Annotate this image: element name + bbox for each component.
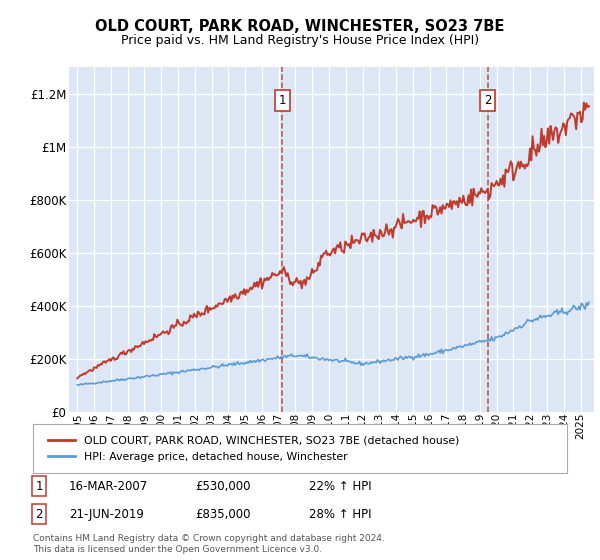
Legend: OLD COURT, PARK ROAD, WINCHESTER, SO23 7BE (detached house), HPI: Average price,: OLD COURT, PARK ROAD, WINCHESTER, SO23 7…	[44, 431, 464, 466]
Text: 1: 1	[278, 94, 286, 107]
Text: This data is licensed under the Open Government Licence v3.0.: This data is licensed under the Open Gov…	[33, 545, 322, 554]
Text: 2: 2	[35, 507, 43, 521]
Text: 1: 1	[35, 479, 43, 493]
Text: 28% ↑ HPI: 28% ↑ HPI	[309, 507, 371, 521]
Text: 2: 2	[484, 94, 491, 107]
Text: OLD COURT, PARK ROAD, WINCHESTER, SO23 7BE: OLD COURT, PARK ROAD, WINCHESTER, SO23 7…	[95, 20, 505, 34]
Text: £835,000: £835,000	[195, 507, 251, 521]
Text: £530,000: £530,000	[195, 479, 251, 493]
Text: Price paid vs. HM Land Registry's House Price Index (HPI): Price paid vs. HM Land Registry's House …	[121, 34, 479, 47]
Text: Contains HM Land Registry data © Crown copyright and database right 2024.: Contains HM Land Registry data © Crown c…	[33, 534, 385, 543]
Text: 21-JUN-2019: 21-JUN-2019	[69, 507, 144, 521]
Text: 22% ↑ HPI: 22% ↑ HPI	[309, 479, 371, 493]
Text: 16-MAR-2007: 16-MAR-2007	[69, 479, 148, 493]
